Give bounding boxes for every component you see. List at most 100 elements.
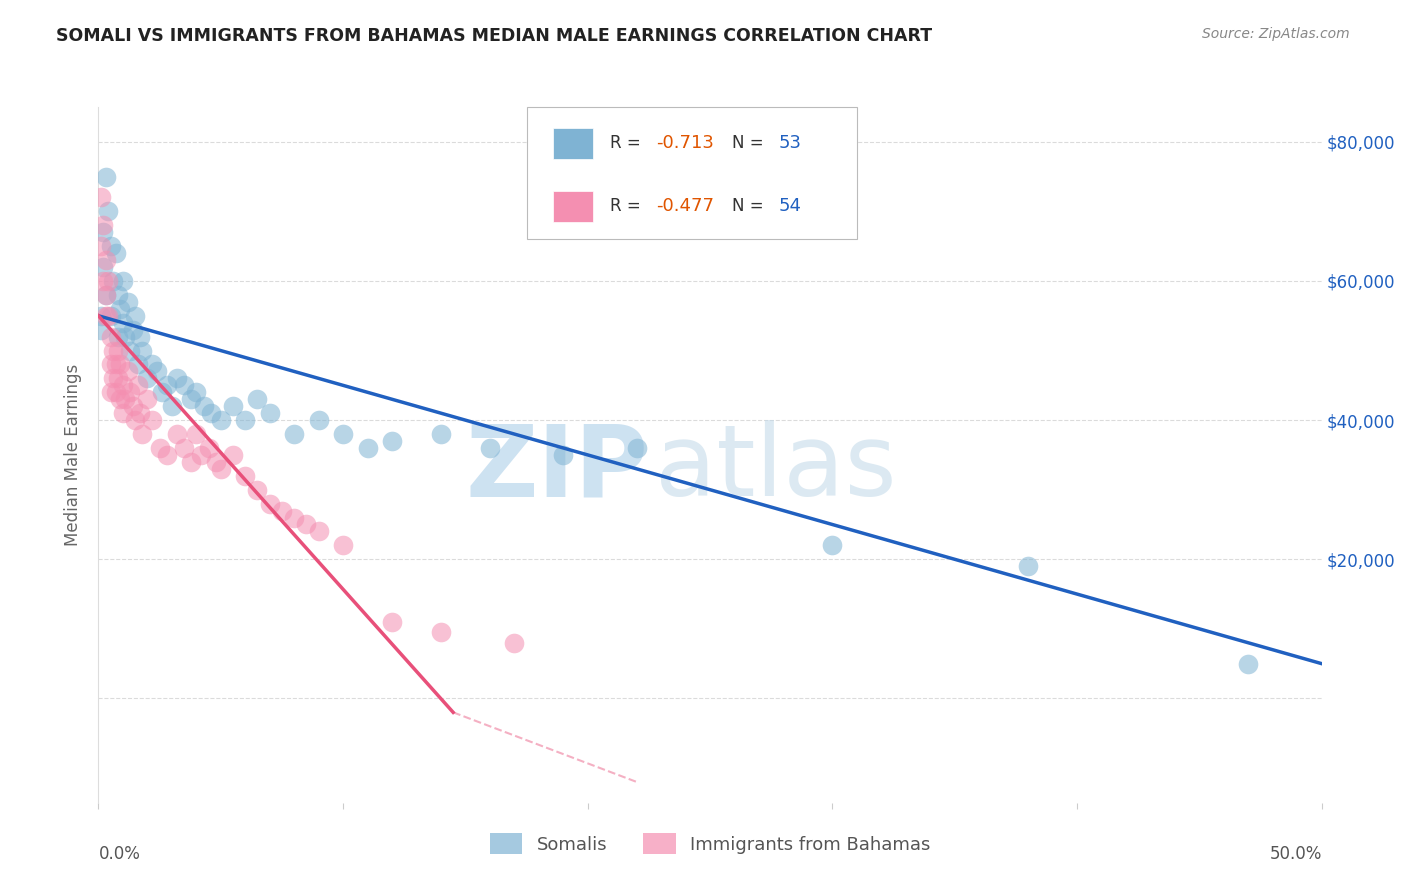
Point: [259, 497, 281, 511]
Point: [190, 448, 212, 462]
Point: [111, 274, 134, 288]
Point: [308, 413, 330, 427]
FancyBboxPatch shape: [554, 191, 592, 222]
Point: [90, 309, 112, 323]
Point: [90, 323, 112, 337]
Point: [166, 371, 188, 385]
Point: [91, 219, 114, 233]
Point: [173, 378, 195, 392]
Point: [124, 309, 146, 323]
Text: 0.0%: 0.0%: [98, 845, 141, 863]
Point: [100, 385, 122, 400]
Point: [100, 309, 122, 323]
Point: [1017, 559, 1039, 574]
Text: N =: N =: [733, 197, 769, 215]
Point: [180, 455, 202, 469]
Point: [173, 441, 195, 455]
Point: [121, 399, 143, 413]
Point: [94, 169, 117, 184]
Point: [246, 392, 269, 407]
Point: [111, 378, 134, 392]
Point: [101, 343, 124, 358]
Point: [131, 427, 153, 442]
Point: [114, 392, 136, 407]
Text: ZIP: ZIP: [465, 420, 650, 517]
Point: [150, 385, 173, 400]
Point: [111, 316, 134, 330]
Point: [97, 204, 120, 219]
Point: [94, 288, 117, 302]
Point: [186, 427, 208, 442]
Point: [91, 225, 114, 239]
Point: [121, 323, 143, 337]
Point: [104, 246, 127, 260]
Point: [209, 413, 232, 427]
Point: [110, 358, 132, 372]
Point: [104, 385, 127, 400]
Text: -0.713: -0.713: [657, 134, 714, 153]
Point: [120, 385, 142, 400]
Point: [131, 343, 153, 358]
Text: R =: R =: [610, 134, 645, 153]
Point: [97, 274, 120, 288]
Point: [222, 399, 245, 413]
Point: [156, 378, 179, 392]
Point: [553, 448, 575, 462]
Point: [259, 406, 281, 420]
Point: [129, 406, 152, 420]
Point: [381, 615, 404, 629]
Point: [193, 399, 215, 413]
Point: [94, 288, 117, 302]
Point: [94, 309, 117, 323]
Point: [127, 378, 149, 392]
Point: [110, 392, 132, 407]
Point: [270, 503, 294, 517]
Point: [141, 358, 163, 372]
Point: [104, 358, 127, 372]
Point: [97, 309, 120, 323]
Point: [141, 413, 163, 427]
Point: [110, 301, 132, 316]
Text: Source: ZipAtlas.com: Source: ZipAtlas.com: [1202, 27, 1350, 41]
Point: [180, 392, 202, 407]
Point: [111, 406, 134, 420]
Point: [205, 455, 228, 469]
Text: 54: 54: [779, 197, 801, 215]
Point: [90, 239, 112, 253]
Point: [503, 636, 526, 650]
Point: [200, 406, 222, 420]
Point: [308, 524, 330, 539]
Text: 50.0%: 50.0%: [1270, 845, 1322, 863]
Point: [136, 371, 159, 385]
Point: [91, 260, 114, 274]
Point: [120, 343, 142, 358]
Point: [222, 448, 245, 462]
Text: N =: N =: [733, 134, 769, 153]
Y-axis label: Median Male Earnings: Median Male Earnings: [65, 364, 83, 546]
Point: [117, 364, 139, 378]
Point: [91, 274, 114, 288]
Point: [146, 364, 169, 378]
Point: [127, 358, 149, 372]
Point: [101, 371, 124, 385]
Point: [114, 329, 136, 343]
Point: [430, 427, 453, 442]
Point: [100, 329, 122, 343]
Point: [186, 385, 208, 400]
FancyBboxPatch shape: [554, 128, 592, 159]
Point: [100, 358, 122, 372]
Point: [90, 190, 112, 204]
Point: [149, 441, 172, 455]
Point: [430, 625, 453, 640]
Point: [129, 329, 152, 343]
Legend: Somalis, Immigrants from Bahamas: Somalis, Immigrants from Bahamas: [481, 824, 939, 863]
Point: [233, 413, 256, 427]
Point: [283, 510, 305, 524]
Point: [117, 294, 139, 309]
Text: SOMALI VS IMMIGRANTS FROM BAHAMAS MEDIAN MALE EARNINGS CORRELATION CHART: SOMALI VS IMMIGRANTS FROM BAHAMAS MEDIAN…: [56, 27, 932, 45]
Point: [1237, 657, 1260, 671]
Point: [160, 399, 183, 413]
Point: [107, 343, 129, 358]
Point: [136, 392, 159, 407]
Point: [107, 288, 129, 302]
